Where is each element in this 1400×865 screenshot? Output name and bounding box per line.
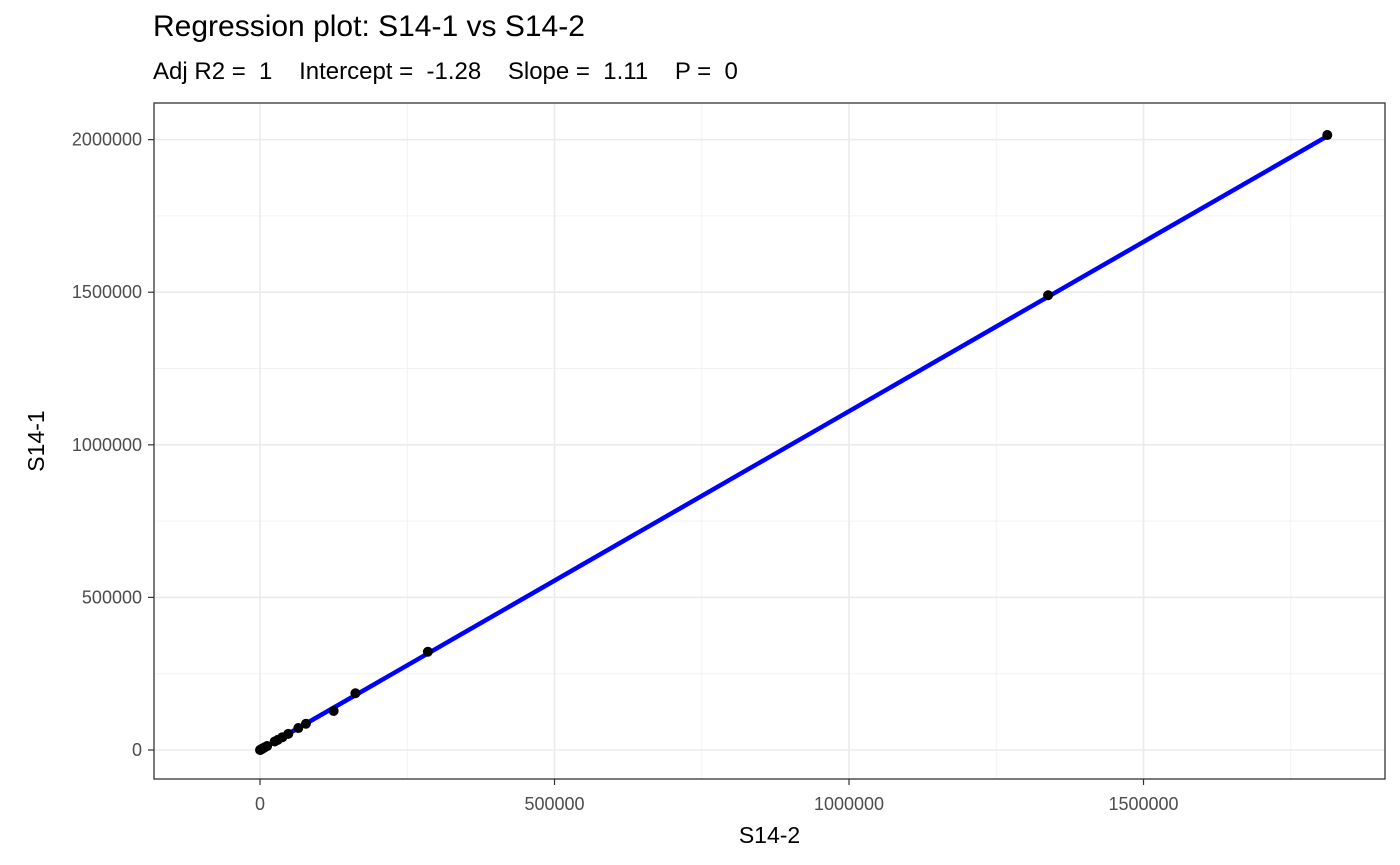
- data-point: [422, 646, 433, 657]
- data-points: [255, 130, 1333, 756]
- chart-title: Regression plot: S14-1 vs S14-2: [153, 10, 585, 43]
- y-tick-label: 1500000: [72, 282, 142, 302]
- data-point: [262, 741, 273, 752]
- data-point: [283, 728, 294, 739]
- x-axis-title: S14-2: [739, 822, 800, 848]
- y-axis-ticks: 0 500000 1000000 1500000 2000000: [72, 130, 154, 760]
- regression-line-group: [258, 134, 1329, 752]
- data-point: [293, 723, 304, 734]
- data-point: [1322, 130, 1333, 141]
- y-tick-label: 1000000: [72, 435, 142, 455]
- x-tick-label: 500000: [524, 794, 584, 814]
- y-tick-label: 500000: [82, 587, 142, 607]
- y-axis-title: S14-1: [23, 410, 49, 471]
- x-axis-ticks: 0 500000 1000000 1500000: [255, 779, 1179, 814]
- minor-gridlines: [154, 103, 1385, 779]
- chart-subtitle: Adj R2 = 1 Intercept = -1.28 Slope = 1.1…: [153, 58, 738, 85]
- y-tick-label: 0: [132, 740, 142, 760]
- major-gridlines: [154, 103, 1385, 779]
- data-point: [300, 718, 311, 729]
- panel-border: [153, 102, 1386, 780]
- data-point: [1043, 290, 1054, 301]
- data-point: [350, 688, 361, 699]
- x-tick-label: 0: [255, 794, 265, 814]
- regression-line: [258, 134, 1329, 752]
- x-tick-label: 1500000: [1108, 794, 1178, 814]
- y-tick-label: 2000000: [72, 130, 142, 150]
- data-point: [328, 705, 339, 716]
- x-tick-label: 1000000: [814, 794, 884, 814]
